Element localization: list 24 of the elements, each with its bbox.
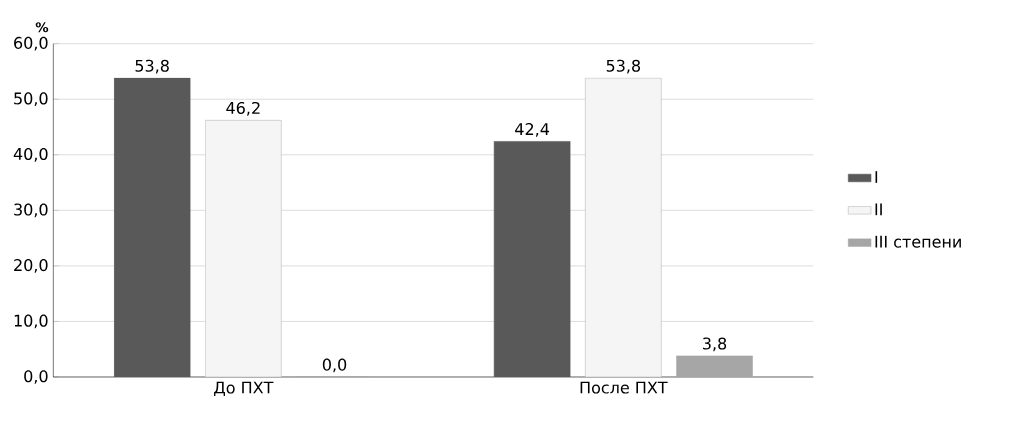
y-tick-label: 40,0 <box>13 147 48 162</box>
y-axis-title: % <box>35 22 49 33</box>
data-label: 53,8 <box>606 59 641 74</box>
legend-label: III степени <box>875 235 961 248</box>
legend-label: II <box>875 203 882 216</box>
y-tick-label: 60,0 <box>14 36 48 51</box>
bar <box>113 77 191 377</box>
x-tick-label: До ПХТ <box>214 381 274 396</box>
x-tick-label: После ПХТ <box>580 381 668 394</box>
y-tick-label: 20,0 <box>14 259 48 273</box>
data-label: 46,2 <box>226 101 260 116</box>
legend-label: I <box>875 171 878 183</box>
data-label: 42,4 <box>515 123 550 137</box>
bar <box>585 77 662 377</box>
bar <box>493 141 571 377</box>
y-tick-label: 50,0 <box>14 92 48 107</box>
data-label: 3,8 <box>703 337 727 352</box>
data-label: 53,8 <box>135 59 169 74</box>
bar <box>676 355 753 377</box>
data-label: 0,0 <box>322 358 347 373</box>
y-tick-label: 30,0 <box>14 203 48 218</box>
y-tick-label: 10,0 <box>14 314 48 329</box>
y-tick-label: 0,0 <box>24 370 48 384</box>
bar <box>205 120 282 377</box>
